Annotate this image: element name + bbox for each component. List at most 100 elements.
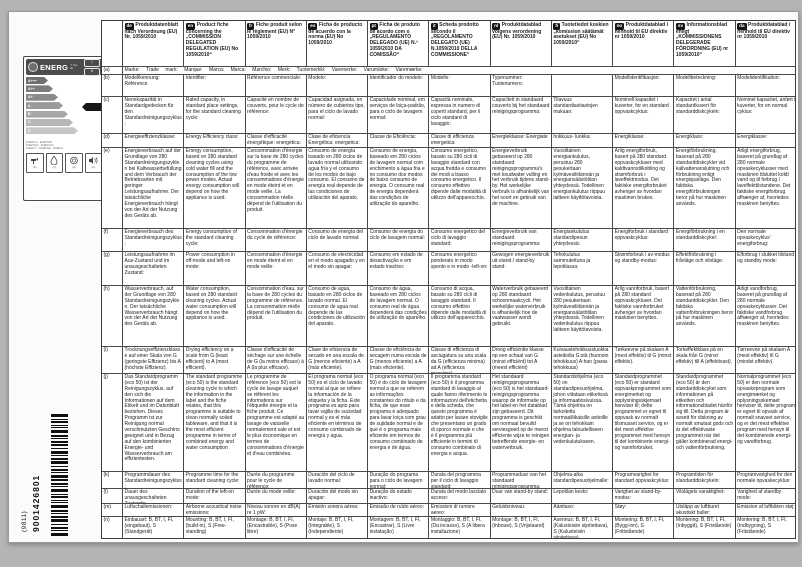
cell-e-de: Energieverbrauch auf der Grundlage von 2… — [123, 148, 185, 228]
energy-class-selector-arrow — [82, 103, 102, 111]
cell-c-sv: Kapacitet i antal standardkuvert för sta… — [674, 97, 736, 133]
cell-i-en: Drying efficiency on a scale from G (lea… — [184, 347, 246, 373]
language-badge-de: de — [124, 23, 134, 30]
cell-f-fr: Consommation d'énergie du cycle de référ… — [246, 229, 307, 251]
cell-m-es: Emisión sonora aérea: — [307, 504, 369, 516]
barcode-bar — [51, 482, 68, 485]
header-title-it: Scheda prodotto secondo il „REGOLAMENTO … — [430, 22, 479, 59]
cell-k-sv: Programtiden för standarddiskcykeln: — [674, 472, 736, 488]
cell-j-nl: Het standaard reinigingsprogramma (eco 5… — [491, 374, 552, 471]
cell-f-no: Energiforbruk i standard oppvaskcyklus: — [613, 229, 675, 251]
cell-l-fi: Lepotilan kesto: — [552, 489, 614, 503]
header-cell-fi: fi Tuotetiedot koskien „komission säätämä… — [552, 21, 614, 66]
cell-i-es: Clase de eficiencia de secado en una esc… — [307, 347, 369, 373]
barcode-bar — [51, 447, 68, 449]
energy-class-bar-a: A — [26, 102, 63, 109]
cell-j-en: The standard programme (eco 50) is the s… — [184, 374, 246, 471]
cell-g-no: Strømforbruk i av-modus og standby-modus… — [613, 252, 675, 285]
cell-i-da: Tørreevne på skalaen A (mest effektiv) t… — [737, 347, 790, 365]
cell-j-de: Das Standardprogramm (eco 50) ist der Re… — [123, 374, 185, 471]
header-cell-es: es Ficha de producto de acuerdo con la no… — [307, 21, 369, 66]
table-header-row: de Produktdatenblatt nach Verordnung (EU)… — [102, 21, 795, 67]
cell-b-fi — [552, 75, 614, 96]
cell-h-da: Årligt vandforbrug, baseret på grundlag … — [737, 286, 789, 328]
barcode-bar — [51, 515, 68, 518]
energy-word-line: ΕΝΕΡΓΕΙΑ · ENERGIJA — [26, 144, 54, 148]
cell-m-sv: Utsläpp av luftburet akustiskt buller: — [674, 504, 736, 516]
cell-c-no: Nominell kapasitet i kuverter, for en st… — [613, 97, 675, 133]
language-badge-nl: nl — [492, 23, 501, 30]
table-row-h: (h) Wasserverbrauch, auf der Grundlage vo… — [102, 286, 795, 347]
header-title-da: Produktdatablad i henhold til EU direkti… — [737, 22, 791, 41]
barcode-bar — [51, 499, 68, 501]
barcode-bar — [51, 489, 68, 493]
barcode-icon — [51, 414, 68, 537]
row-label-d: (d) — [102, 134, 123, 147]
label-window-1: I — [84, 58, 100, 67]
barcode-bar — [51, 524, 68, 525]
barcode-bar — [51, 519, 68, 523]
barcode-bar — [51, 509, 68, 512]
cell-d-sv: Energiklass: — [674, 134, 736, 147]
cell-j-sv: Standardprogrammet (eco 50) är den stand… — [674, 374, 736, 471]
barcode-bar — [51, 418, 68, 420]
cell-h-no: Årlig vannforbruk, basert på 280 standar… — [613, 286, 675, 346]
cell-f-it: Consumo energetico del ciclo di lavaggio… — [429, 229, 491, 251]
header-cell-nl: nl Produktdatablad volgens verordening (E… — [491, 21, 552, 66]
table-row-m: (m) Luftschallemissionen: Airborne acousti… — [102, 504, 795, 517]
cell-c-de: Nennkapazität in Standardgedecken für de… — [123, 97, 185, 133]
table-row-e: (e) Energieverbrauch auf der Grundlage vo… — [102, 148, 795, 229]
energy-class-bar-c: C — [26, 119, 73, 126]
cell-d-fi: hokkuus- luokka: — [552, 134, 614, 147]
cell-k-es: Duración del ciclo de lavado normal: — [307, 472, 369, 488]
header-title-es: Ficha de producto de acuerdo con la norm… — [308, 22, 363, 47]
header-title-no: Produktdatablad i henhold til EU direkti… — [614, 22, 668, 41]
barcode-bar — [51, 424, 68, 426]
row-label-b: (b) — [102, 75, 123, 96]
barcode-bar — [51, 474, 68, 478]
cell-n-pt: Montagem: B, BT, I, FI, (Encastrar), S (… — [368, 517, 430, 538]
cell-l-de: Dauer des unausgeschalteten Zustands: — [123, 489, 185, 503]
cell-f-da: Den normale opvaskecyklus' energiforbrug… — [737, 229, 771, 247]
cell-b-pt: Identificador do modelo: — [368, 75, 430, 96]
cell-l-fr: Durée du mode veille: — [246, 489, 307, 503]
energy-word-line: ENERGY · ENERGIE · ENERGI — [26, 147, 64, 151]
row-label-a: (a) — [102, 67, 123, 74]
header-cell-en: en Product fiche concerning the „COMMISSI… — [184, 21, 246, 66]
cell-h-de: Wasserverbrauch, auf der Grundlage von 2… — [123, 286, 185, 346]
water-drop-icon: (c) — [45, 152, 63, 173]
row-label-l: (l) — [102, 489, 123, 503]
energy-class-bar-ap: A+ — [26, 94, 58, 101]
cell-e-da: Årligt energiforbrug, baseret på grundla… — [737, 148, 791, 208]
cell-h-fr: Consommation d'eau, sur la base de 280 c… — [246, 286, 307, 346]
cell-d-en: Energy Efficiency class: — [184, 134, 246, 147]
table-row-l: (l)Dauer des unausgeschalteten Zustands:… — [102, 489, 795, 504]
barcode-bar — [51, 502, 68, 504]
cell-i-fi: Kuivaustehokkuusluokka asteikolla G:stä … — [552, 347, 614, 373]
language-badge-en: en — [185, 23, 196, 30]
row-label-k: (k) — [102, 472, 123, 488]
barcode-bar — [51, 505, 68, 509]
eu-flag-icon — [28, 62, 38, 72]
barcode-bar — [51, 532, 68, 536]
cell-l-nl: Duur van stand-by stand: — [491, 489, 552, 503]
language-badge-da: da — [737, 23, 747, 30]
energy-class-bar-app: A++ — [26, 85, 53, 92]
cell-e-fi: Vuosittainen energiankulutus, perustuu 2… — [552, 148, 614, 228]
cell-g-it: Consumo energetico ponderato in modo spe… — [429, 252, 491, 285]
header-title-sv: Informationsblad enligt „KOMMISSIONENS D… — [675, 22, 729, 59]
row-label-j: (j) — [102, 374, 123, 471]
cell-b-en: Identifier: — [184, 75, 246, 96]
cell-g-en: Power consumption in off-mode and left-o… — [184, 252, 246, 285]
cell-m-pt: Emissão de ruído aéreo: — [368, 504, 430, 516]
cell-n-fr: Montage: B, BT, I, FI, (Encastrable), S … — [246, 517, 307, 538]
cell-j-fr: Le programme de référence (eco 50) est l… — [246, 374, 307, 471]
header-title-fr: Fiche produit selon le règlement (EU) N°… — [247, 22, 302, 41]
row-label-m: (m) — [102, 504, 123, 516]
cell-g-nl: Gewogen energieverbruik uit-stand / stan… — [491, 252, 552, 285]
energy-class-bar-b: B — [26, 111, 68, 118]
cell-k-nl: Programmaduur van het standaard reinigin… — [491, 472, 552, 488]
cell-j-pt: O programa normal (eco 50) é do ciclo de… — [368, 374, 430, 471]
cell-n-nl: Montage: B, BT, I, FI, (Inbouw), S (Vrij… — [491, 517, 552, 538]
row-label-header — [102, 21, 123, 66]
